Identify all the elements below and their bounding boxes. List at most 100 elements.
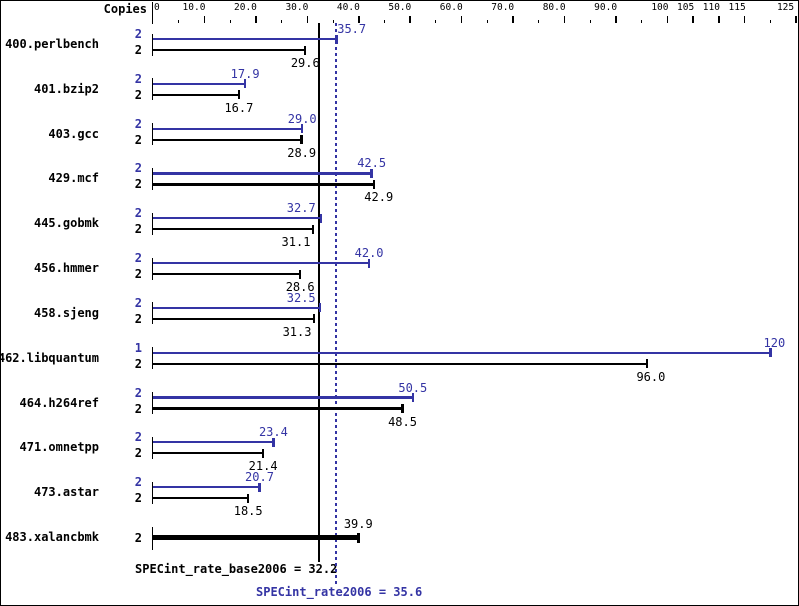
base-bar (153, 535, 359, 540)
base-value-label: 28.6 (285, 280, 315, 295)
axis-tick-label: 40.0 (336, 2, 360, 13)
copies-value: 2 (134, 530, 142, 545)
benchmark-name: 445.gobmk (33, 216, 99, 231)
row-axis-stub (151, 78, 154, 101)
axis-tick-label: 110 (702, 2, 720, 13)
copies-value: 2 (134, 222, 142, 237)
peak-value-label: 20.7 (245, 470, 274, 485)
copies-value: 2 (134, 87, 142, 102)
peak-value-label: 32.5 (286, 290, 316, 305)
axis-tick-label: 50.0 (388, 2, 412, 13)
base-bar (153, 452, 264, 455)
base-value-label: 48.5 (388, 414, 417, 429)
row-axis-stub (151, 257, 154, 280)
peak-bar (153, 486, 260, 489)
axis-tick-minor (538, 19, 540, 23)
base-reference-line (317, 23, 320, 562)
copies-value: 2 (134, 43, 142, 57)
axis-tick-label: 105 (677, 2, 695, 13)
peak-value-label: 120 (763, 335, 786, 350)
bar-end-cap (312, 314, 316, 324)
axis-tick-major (615, 16, 617, 23)
copies-value: 2 (134, 311, 142, 326)
bar-end-cap (272, 437, 275, 447)
base-value-label: 28.9 (287, 145, 317, 160)
peak-value-label: 23.4 (258, 425, 288, 440)
peak-value-label: 35.7 (337, 22, 367, 36)
copies-value: 2 (134, 27, 142, 41)
copies-value: 2 (134, 206, 142, 221)
axis-tick-minor (486, 19, 488, 23)
bar-end-cap (304, 45, 307, 55)
axis-tick-label: 0 (154, 2, 160, 13)
base-value-label: 31.1 (281, 235, 311, 250)
axis-tick-major (306, 16, 309, 23)
axis-tick-label: 125 (776, 2, 795, 13)
axis-tick-minor (229, 19, 231, 23)
benchmark-name: 483.xalancbmk (5, 530, 99, 545)
peak-bar (153, 217, 322, 220)
peak-bar (153, 441, 274, 444)
copies-value: 2 (134, 446, 142, 461)
peak-reference-line (335, 23, 338, 584)
peak-value-label: 32.7 (286, 201, 316, 216)
bar-end-cap (261, 448, 265, 458)
benchmark-name: 429.mcf (48, 171, 99, 186)
bar-end-cap-2 (300, 135, 303, 145)
copies-value: 2 (134, 430, 142, 445)
axis-tick-label: 30.0 (285, 2, 309, 13)
bar-end-cap (298, 269, 302, 279)
peak-bar (153, 37, 337, 41)
peak-value-label: 42.0 (354, 246, 384, 261)
base-bar (153, 228, 313, 231)
bar-end-cap (769, 348, 772, 358)
peak-value-label: 42.5 (357, 156, 387, 171)
row-axis-stub (151, 481, 154, 504)
bar-end-cap (243, 79, 247, 89)
row-axis-stub (151, 347, 154, 370)
bar-end-cap (411, 393, 414, 403)
benchmark-name: 458.sjeng (33, 305, 99, 320)
axis-tick-major (666, 16, 669, 23)
base-bar (153, 93, 239, 96)
axis-tick-minor (332, 19, 334, 23)
bar-end-cap (311, 224, 315, 234)
bar-end-cap (401, 404, 404, 414)
copies-value: 2 (134, 475, 142, 490)
axis-tick-minor (589, 19, 591, 23)
row-axis-stub (151, 436, 154, 459)
axis-tick-label: 10.0 (182, 2, 206, 13)
bar-end-cap (367, 258, 371, 268)
base-value-label: 21.4 (248, 459, 278, 474)
base-bar (153, 273, 301, 276)
axis-tick-label: 70.0 (491, 2, 515, 13)
axis-tick-minor (281, 19, 283, 23)
base-bar (153, 497, 249, 500)
row-axis-stub (151, 392, 154, 415)
peak-bar (153, 82, 246, 85)
base-value-label: 42.9 (364, 190, 394, 205)
peak-value-label: 50.5 (398, 380, 428, 395)
axis-tick-major (563, 16, 566, 23)
benchmark-name: 456.hmmer (33, 261, 99, 276)
bar-end-cap (320, 213, 323, 223)
benchmark-name: 403.gcc (48, 126, 99, 141)
axis-tick-major (512, 16, 514, 23)
row-axis-stub (151, 33, 154, 56)
axis-tick-minor (178, 19, 180, 23)
copies-value: 2 (134, 356, 142, 371)
row-axis-stub (151, 123, 154, 146)
bar-end-cap (301, 124, 304, 134)
axis-tick-label: 20.0 (234, 2, 257, 13)
axis-tick-minor (769, 19, 771, 23)
axis-origin-line (151, 2, 154, 24)
axis-tick-major (358, 16, 360, 23)
copies-value: 2 (134, 401, 142, 416)
bar-end-cap (258, 482, 261, 492)
benchmark-name: 464.h264ref (19, 395, 99, 410)
copies-value: 2 (134, 132, 142, 147)
axis-tick-minor (384, 19, 386, 23)
axis-tick-label: 80.0 (542, 2, 566, 13)
peak-value-label: 17.9 (230, 66, 260, 81)
